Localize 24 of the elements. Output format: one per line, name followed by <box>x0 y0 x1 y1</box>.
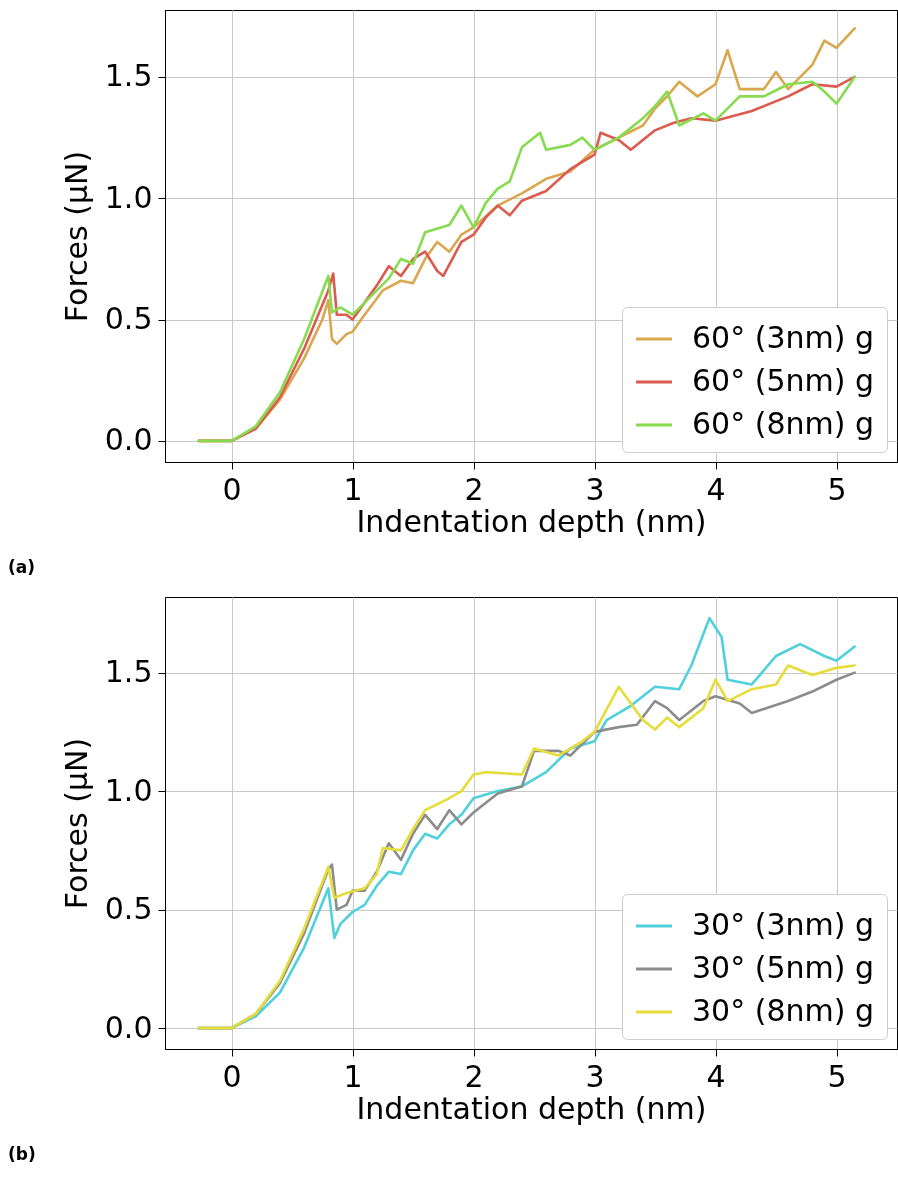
legend-label: 60° (5nm) g <box>692 363 875 398</box>
y-tick-label: 1.0 <box>104 179 153 215</box>
y-axis-title: Forces (μN) <box>58 737 94 910</box>
y-tick-label: 0.0 <box>104 422 153 458</box>
legend-label: 30° (5nm) g <box>692 950 875 985</box>
legend-label: 60° (3nm) g <box>692 320 875 355</box>
x-tick-label: 4 <box>706 1058 726 1094</box>
y-tick-label: 0.5 <box>104 301 153 337</box>
x-tick-label: 5 <box>827 471 847 507</box>
x-tick-label: 0 <box>222 471 242 507</box>
y-axis-title: Forces (μN) <box>58 150 94 323</box>
legend-label: 30° (3nm) g <box>692 907 875 942</box>
x-tick-label: 4 <box>706 471 726 507</box>
x-tick-label: 5 <box>827 1058 847 1094</box>
text: (a) <box>7 556 36 579</box>
x-tick-label: 0 <box>222 1058 242 1094</box>
y-tick-label: 1.5 <box>104 654 153 690</box>
legend-label: 60° (8nm) g <box>692 406 875 441</box>
legend-label: 30° (8nm) g <box>692 993 875 1028</box>
y-tick-label: 0.0 <box>104 1009 153 1045</box>
text: (b) <box>7 1143 37 1166</box>
y-tick-label: 1.5 <box>104 58 153 94</box>
y-tick-label: 0.5 <box>104 891 153 927</box>
y-tick-label: 1.0 <box>104 772 153 808</box>
